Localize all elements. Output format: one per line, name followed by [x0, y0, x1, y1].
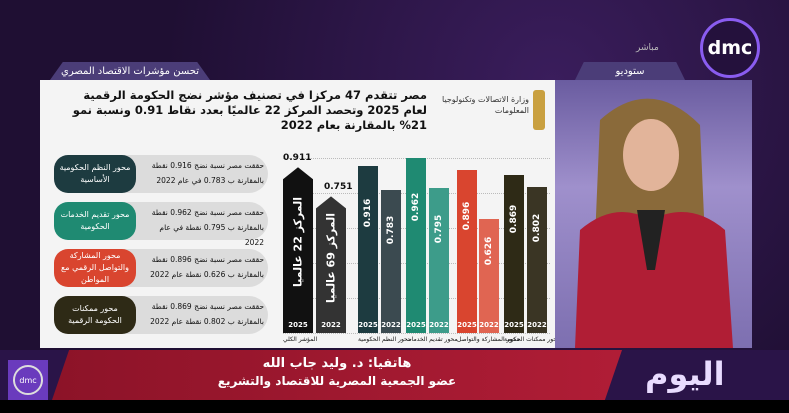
bar-2022: 0.626 2022: [479, 219, 499, 333]
year-label: 2022: [381, 320, 401, 329]
year-label: 2022: [429, 320, 449, 329]
pillar-text: حققت مصر نسبة نضج 0.869 نقطة بالمقارنة ب…: [150, 302, 264, 326]
year-label: 2025: [288, 320, 308, 329]
value-label: 0.783: [386, 216, 396, 245]
caption-banner: هاتفيا: د. وليد جاب الله عضو الجمعية الم…: [52, 350, 622, 400]
pillar-label: محور المشاركة والتواصل الرقمي مع المواطن: [54, 249, 136, 287]
category-label: محور المشاركة والتواصل: [457, 336, 520, 343]
year-label: 2025: [457, 320, 477, 329]
infographic-title: مصر تتقدم 47 مركزا في تصنيف مؤشر نضج الح…: [72, 88, 427, 132]
pillar-card: محور المشاركة والتواصل الرقمي مع المواطن…: [54, 249, 268, 287]
pillar-card: محور النظم الحكومية الأساسية حققت مصر نسب…: [54, 155, 268, 193]
bottom-strip: [0, 400, 789, 413]
rank-label: المركز 22 عالميا: [291, 196, 305, 287]
value-label: 0.795: [434, 214, 444, 244]
bar-chart: 0.911 المركز 22 عالميا 2025 0.751 المركز 69 …: [40, 80, 560, 348]
bar-2022: 0.795 2022: [429, 188, 449, 333]
gridline: [283, 333, 550, 334]
value-label: 0.911: [283, 153, 312, 164]
value-label: 0.751: [324, 182, 353, 193]
pillar-label: محور النظم الحكومية الأساسية: [54, 155, 136, 193]
presenter-video: [555, 80, 752, 348]
bar-2022: 0.802 2022: [527, 187, 547, 333]
pillar-text: حققت مصر نسبة نضج 0.916 نقطة بالمقارنة ب…: [151, 161, 264, 185]
category-label: المؤشر الكلي: [283, 336, 318, 343]
category-label: محور النظم الحكومية: [358, 336, 412, 343]
bar-2025: 0.962 2025: [406, 157, 426, 333]
pillar-label: محور تقديم الخدمات الحكومية: [54, 202, 136, 240]
dmc-small-logo: dmc: [8, 360, 48, 400]
pillar-card: محور ممكنات الحكومة الرقمية حققت مصر نسبة…: [54, 296, 268, 334]
pillar-card: محور تقديم الخدمات الحكومية حققت مصر نسبة…: [54, 202, 268, 247]
infographic-panel: مصر تتقدم 47 مركزا في تصنيف مؤشر نضج الح…: [40, 80, 560, 348]
caption-line2: عضو الجمعية المصرية للاقتصاد والتشريع: [217, 374, 457, 388]
bar-2022: المركز 69 عالميا 2022: [316, 196, 346, 333]
year-label: 2025: [406, 320, 426, 329]
rank-label: المركز 69 عالميا: [324, 212, 338, 303]
value-label: 0.916: [363, 198, 373, 228]
ministry-logo: وزارة الاتصالات وتكنولوجيا المعلومات: [435, 90, 545, 130]
presenter-image: [575, 98, 733, 348]
pillar-text: حققت مصر نسبة نضج 0.896 نقطة بالمقارنة ب…: [150, 255, 264, 279]
bar-2025: 0.869 2025: [504, 174, 524, 333]
category-label: محور ممكنات الحكومة: [504, 336, 561, 343]
caption-line1: هاتفيا: د. وليد جاب الله: [262, 356, 412, 371]
bar-2025: 0.896 2025: [457, 169, 477, 333]
bar-2025: 0.916 2025: [358, 166, 378, 333]
pillar-label: محور ممكنات الحكومة الرقمية: [54, 296, 136, 334]
studio-tag: ستوديو: [575, 62, 685, 80]
value-label: 0.626: [484, 236, 494, 266]
value-label: 0.896: [462, 201, 472, 230]
value-label: 0.802: [532, 213, 542, 243]
bar-2025: المركز 22 عالميا 2025: [283, 167, 313, 333]
year-label: 2022: [321, 320, 341, 329]
pillar-text: حققت مصر نسبة نضج 0.962 نقطة بالمقارنة ب…: [151, 208, 264, 247]
category-label: محور تقديم الخدمات: [406, 336, 458, 343]
program-title: اليوم: [645, 355, 725, 393]
lower-third: هاتفيا: د. وليد جاب الله عضو الجمعية الم…: [0, 350, 789, 400]
live-label: مباشر: [636, 43, 659, 53]
value-label: 0.962: [411, 192, 421, 222]
year-label: 2025: [504, 320, 524, 329]
value-label: 0.869: [509, 204, 519, 234]
year-label: 2022: [527, 320, 547, 329]
section-tag: تحسن مؤشرات الاقتصاد المصري: [50, 62, 210, 80]
bar-2022: 0.783 2022: [381, 190, 401, 333]
year-label: 2025: [358, 320, 378, 329]
year-label: 2022: [479, 320, 499, 329]
dmc-logo: dmc: [700, 18, 760, 78]
